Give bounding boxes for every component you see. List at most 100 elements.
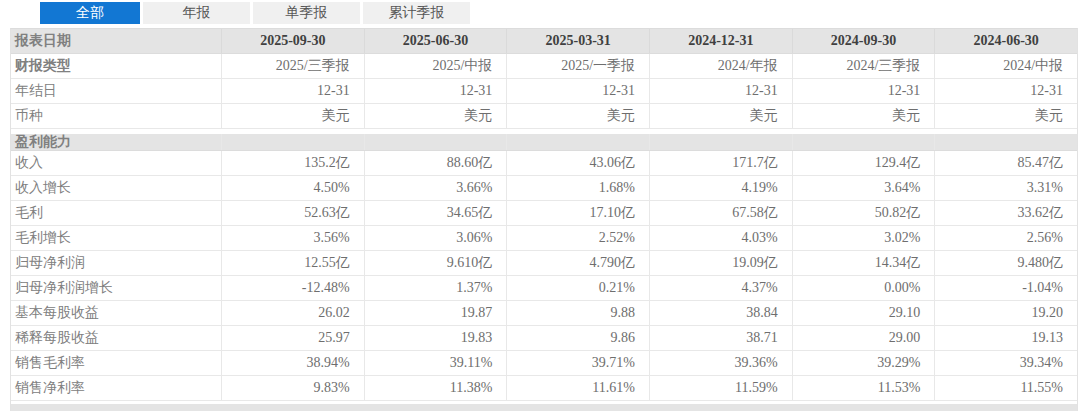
row-value: 9.83% [221, 376, 364, 400]
row-value: 11.53% [792, 376, 935, 400]
financial-statements-page: 全部 年报 单季报 累计季报 报表日期 2025-09-30 2025-06-3… [0, 0, 1080, 411]
row-value: 12.55亿 [221, 251, 364, 275]
row-value: 1.37% [364, 276, 507, 300]
table-row: 销售毛利率38.94%39.11%39.71%39.36%39.29%39.34… [11, 351, 1077, 376]
row-value: 67.58亿 [649, 201, 792, 225]
row-value: 4.03% [649, 226, 792, 250]
row-value: 11.55% [934, 376, 1077, 400]
row-value: 9.480亿 [934, 251, 1077, 275]
row-value: 4.790亿 [506, 251, 649, 275]
row-value: 33.62亿 [934, 201, 1077, 225]
row-value: 39.71% [506, 351, 649, 375]
row-value: 2025/三季报 [221, 54, 364, 78]
row-value: 85.47亿 [934, 151, 1077, 175]
row-value: 29.00 [792, 326, 935, 350]
tab-cumulative-quarter[interactable]: 累计季报 [363, 2, 470, 24]
row-value: 美元 [364, 104, 507, 128]
table-body: 财报类型2025/三季报2025/中报2025/一季报2024/年报2024/三… [11, 54, 1077, 401]
row-value: 12-31 [221, 79, 364, 103]
empty-cell [934, 134, 1077, 150]
report-date-header-row: 报表日期 2025-09-30 2025-06-30 2025-03-31 20… [11, 29, 1077, 54]
row-value: 25.97 [221, 326, 364, 350]
tab-all[interactable]: 全部 [40, 2, 140, 24]
row-value: 9.88 [506, 301, 649, 325]
column-date: 2024-09-30 [792, 29, 935, 53]
table-row: 基本每股收益26.0219.879.8838.8429.1019.20 [11, 301, 1077, 326]
empty-cell [221, 134, 364, 150]
row-value: 3.66% [364, 176, 507, 200]
row-value: -12.48% [221, 276, 364, 300]
row-value: 29.10 [792, 301, 935, 325]
row-value: 12-31 [364, 79, 507, 103]
row-value: 11.38% [364, 376, 507, 400]
tab-single-quarter[interactable]: 单季报 [253, 2, 360, 24]
column-date: 2024-12-31 [649, 29, 792, 53]
row-value: 129.4亿 [792, 151, 935, 175]
table-row: 归母净利润增长-12.48%1.37%0.21%4.37%0.00%-1.04% [11, 276, 1077, 301]
table-row: 收入增长4.50%3.66%1.68%4.19%3.64%3.31% [11, 176, 1077, 201]
row-label: 基本每股收益 [11, 301, 221, 325]
row-value: 美元 [221, 104, 364, 128]
table-row: 收入135.2亿88.60亿43.06亿171.7亿129.4亿85.47亿 [11, 151, 1077, 176]
row-value: 12-31 [506, 79, 649, 103]
row-value: 19.20 [934, 301, 1077, 325]
row-value: 3.56% [221, 226, 364, 250]
row-value: 1.68% [506, 176, 649, 200]
row-label: 销售净利率 [11, 376, 221, 400]
row-label: 财报类型 [11, 54, 221, 78]
row-value: 2025/一季报 [506, 54, 649, 78]
row-value: 14.34亿 [792, 251, 935, 275]
tab-annual-report[interactable]: 年报 [143, 2, 250, 24]
column-date: 2025-09-30 [221, 29, 364, 53]
row-value: 2.56% [934, 226, 1077, 250]
partial-section-row [11, 404, 1077, 411]
empty-cell [364, 134, 507, 150]
column-date: 2025-03-31 [506, 29, 649, 53]
row-value: 39.11% [364, 351, 507, 375]
row-value: 美元 [934, 104, 1077, 128]
row-value: 11.59% [649, 376, 792, 400]
row-value: 3.02% [792, 226, 935, 250]
row-value: 12-31 [792, 79, 935, 103]
row-label: 稀释每股收益 [11, 326, 221, 350]
table-row: 年结日12-3112-3112-3112-3112-3112-31 [11, 79, 1077, 104]
row-label: 年结日 [11, 79, 221, 103]
row-value: 38.71 [649, 326, 792, 350]
row-value: 19.83 [364, 326, 507, 350]
row-value: 39.34% [934, 351, 1077, 375]
row-value: 52.63亿 [221, 201, 364, 225]
row-value: 26.02 [221, 301, 364, 325]
row-value: 美元 [506, 104, 649, 128]
table-row: 财报类型2025/三季报2025/中报2025/一季报2024/年报2024/三… [11, 54, 1077, 79]
row-value: 4.19% [649, 176, 792, 200]
table-row: 销售净利率9.83%11.38%11.61%11.59%11.53%11.55% [11, 376, 1077, 401]
row-label: 收入 [11, 151, 221, 175]
row-label: 毛利增长 [11, 226, 221, 250]
row-value: 38.84 [649, 301, 792, 325]
row-value: 88.60亿 [364, 151, 507, 175]
column-date: 2024-06-30 [934, 29, 1077, 53]
table-row: 稀释每股收益25.9719.839.8638.7129.0019.13 [11, 326, 1077, 351]
section-label: 盈利能力 [11, 134, 221, 150]
row-value: 美元 [792, 104, 935, 128]
row-value: 2024/年报 [649, 54, 792, 78]
row-value: 171.7亿 [649, 151, 792, 175]
row-label: 币种 [11, 104, 221, 128]
table-row: 归母净利润12.55亿9.610亿4.790亿19.09亿14.34亿9.480… [11, 251, 1077, 276]
row-value: 美元 [649, 104, 792, 128]
row-value: 3.64% [792, 176, 935, 200]
row-value: 12-31 [934, 79, 1077, 103]
row-value: 19.87 [364, 301, 507, 325]
row-value: 34.65亿 [364, 201, 507, 225]
row-value: 4.37% [649, 276, 792, 300]
table-row: 毛利增长3.56%3.06%2.52%4.03%3.02%2.56% [11, 226, 1077, 251]
row-value: 2025/中报 [364, 54, 507, 78]
period-tab-bar: 全部 年报 单季报 累计季报 [40, 2, 470, 24]
empty-cell [792, 134, 935, 150]
empty-cell [506, 134, 649, 150]
row-value: 9.86 [506, 326, 649, 350]
row-value: 19.09亿 [649, 251, 792, 275]
row-value: 19.13 [934, 326, 1077, 350]
row-value: 3.31% [934, 176, 1077, 200]
row-value: 39.29% [792, 351, 935, 375]
